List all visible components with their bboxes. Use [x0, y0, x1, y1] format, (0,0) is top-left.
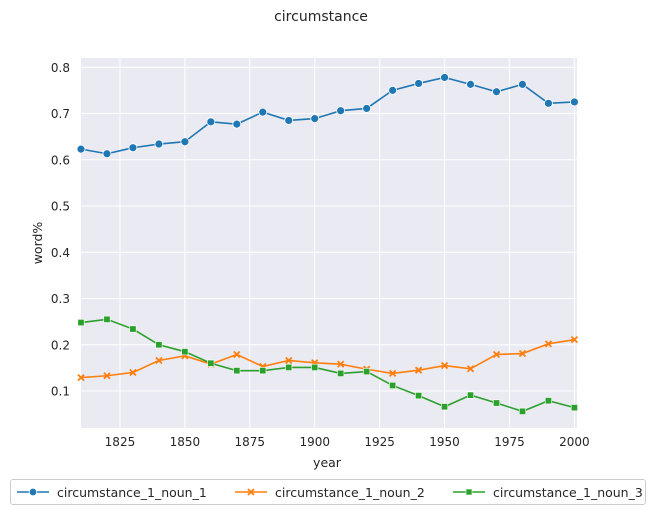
legend-label: circumstance_1_noun_1 [57, 484, 207, 500]
data-point [232, 119, 242, 129]
data-point [518, 407, 526, 415]
x-tick-label: 1975 [494, 435, 525, 449]
data-point [544, 340, 553, 348]
data-point [466, 365, 475, 373]
y-axis-label: word% [30, 222, 45, 265]
data-point [129, 325, 137, 333]
legend: circumstance_1_noun_1 circumstance_1_nou… [10, 479, 646, 505]
data-point [363, 368, 371, 376]
data-point [103, 372, 111, 380]
y-tick-label: 0.1 [51, 385, 70, 399]
plot-area [81, 58, 577, 428]
data-point [310, 114, 320, 123]
data-point [77, 373, 85, 382]
data-point [181, 348, 189, 356]
data-point [389, 381, 397, 389]
data-point [440, 73, 449, 82]
data-point [155, 341, 163, 349]
data-point [129, 368, 137, 377]
y-tick-label: 0.4 [51, 246, 70, 260]
series-1 [76, 73, 579, 159]
legend-item-noun-2: circumstance_1_noun_2 [235, 480, 425, 504]
data-point [259, 367, 267, 375]
series-line [80, 338, 575, 379]
legend-item-noun-3: circumstance_1_noun_3 [453, 480, 643, 504]
data-point [440, 361, 449, 370]
x-tick-label: 1900 [299, 435, 330, 449]
data-point [337, 369, 345, 377]
y-tick-label: 0.2 [51, 338, 70, 352]
data-point [207, 359, 215, 367]
x-tick-label: 1925 [364, 435, 395, 449]
tick-labels: 1825 1850 1875 1900 1925 1950 1975 2000 0.1 0.2 0.… [51, 61, 590, 449]
data-point [570, 336, 579, 344]
data-point [102, 149, 112, 159]
data-point [206, 117, 216, 127]
x-tick-label: 1850 [170, 435, 201, 449]
legend-marker-circle-icon [17, 487, 49, 497]
data-series [76, 73, 579, 415]
data-point [388, 85, 398, 95]
data-point [311, 363, 319, 371]
data-point [77, 319, 85, 327]
y-tick-label: 0.8 [51, 61, 70, 75]
data-point [570, 97, 579, 107]
data-point [154, 139, 164, 149]
x-tick-label: 1875 [235, 435, 266, 449]
data-point [492, 350, 501, 359]
data-point [233, 367, 241, 375]
x-tick-label: 1825 [105, 435, 136, 449]
legend-marker-x-icon [235, 488, 267, 496]
data-point [336, 106, 346, 116]
legend-item-noun-1: circumstance_1_noun_1 [17, 480, 207, 504]
data-point [518, 349, 527, 358]
x-axis-label: year [313, 455, 342, 470]
series-line [80, 318, 575, 413]
data-point [233, 350, 241, 359]
legend-marker-square-icon [453, 488, 485, 496]
data-point [518, 79, 527, 89]
data-point [337, 360, 345, 368]
legend-label: circumstance_1_noun_3 [493, 484, 643, 500]
data-point [570, 404, 578, 412]
data-point [180, 137, 190, 147]
data-point [441, 403, 449, 411]
data-point [492, 399, 500, 407]
data-point [103, 315, 111, 323]
y-tick-label: 0.5 [51, 200, 70, 214]
data-point [285, 356, 293, 365]
y-tick-label: 0.6 [51, 153, 70, 167]
series-3 [77, 315, 578, 415]
data-point [544, 98, 553, 108]
data-point [415, 392, 423, 400]
x-tick-label: 1950 [429, 435, 460, 449]
data-point [544, 397, 552, 405]
data-point [414, 366, 423, 374]
data-point [414, 79, 423, 88]
chart-title: circumstance [274, 9, 368, 25]
data-point [284, 116, 294, 125]
data-point [285, 363, 293, 371]
data-point [362, 104, 372, 113]
data-point [128, 143, 138, 153]
data-point [466, 79, 475, 89]
data-point [258, 107, 268, 117]
data-point [155, 356, 163, 365]
y-tick-label: 0.3 [51, 292, 70, 306]
x-tick-label: 2000 [559, 435, 590, 449]
data-point [467, 391, 475, 399]
data-point [492, 87, 501, 97]
data-point [76, 144, 86, 154]
data-point [388, 369, 397, 378]
legend-label: circumstance_1_noun_2 [275, 484, 425, 500]
y-tick-label: 0.7 [51, 107, 70, 121]
